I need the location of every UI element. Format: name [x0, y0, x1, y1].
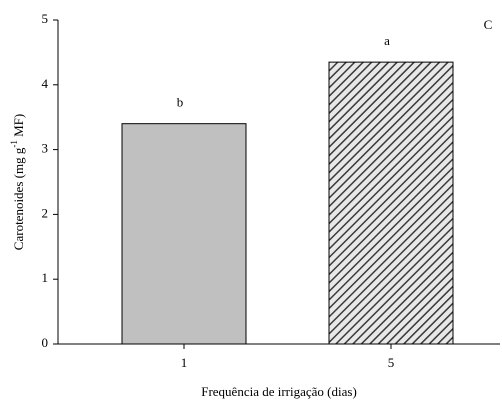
significance-letter: b	[177, 95, 184, 110]
panel-label: C	[484, 17, 493, 32]
y-tick-label: 2	[42, 205, 49, 220]
y-axis-label: Carotenoides (mg g-1 MF)	[9, 114, 26, 250]
y-tick-label: 5	[42, 11, 49, 26]
y-tick-label: 0	[42, 335, 49, 350]
x-axis-label: Frequência de irrigação (dias)	[201, 384, 357, 399]
y-tick-label: 3	[42, 141, 49, 156]
significance-letter: a	[384, 33, 390, 48]
y-label-sup: -1	[9, 140, 19, 148]
y-tick-label: 1	[42, 270, 49, 285]
y-label-tail: MF)	[11, 114, 26, 140]
y-label-text: Carotenoides (mg g	[11, 147, 26, 250]
bar	[328, 61, 454, 345]
bar	[121, 123, 247, 345]
x-tick-label: 5	[388, 355, 395, 370]
y-tick-label: 4	[42, 76, 49, 91]
x-tick-label: 1	[181, 355, 188, 370]
